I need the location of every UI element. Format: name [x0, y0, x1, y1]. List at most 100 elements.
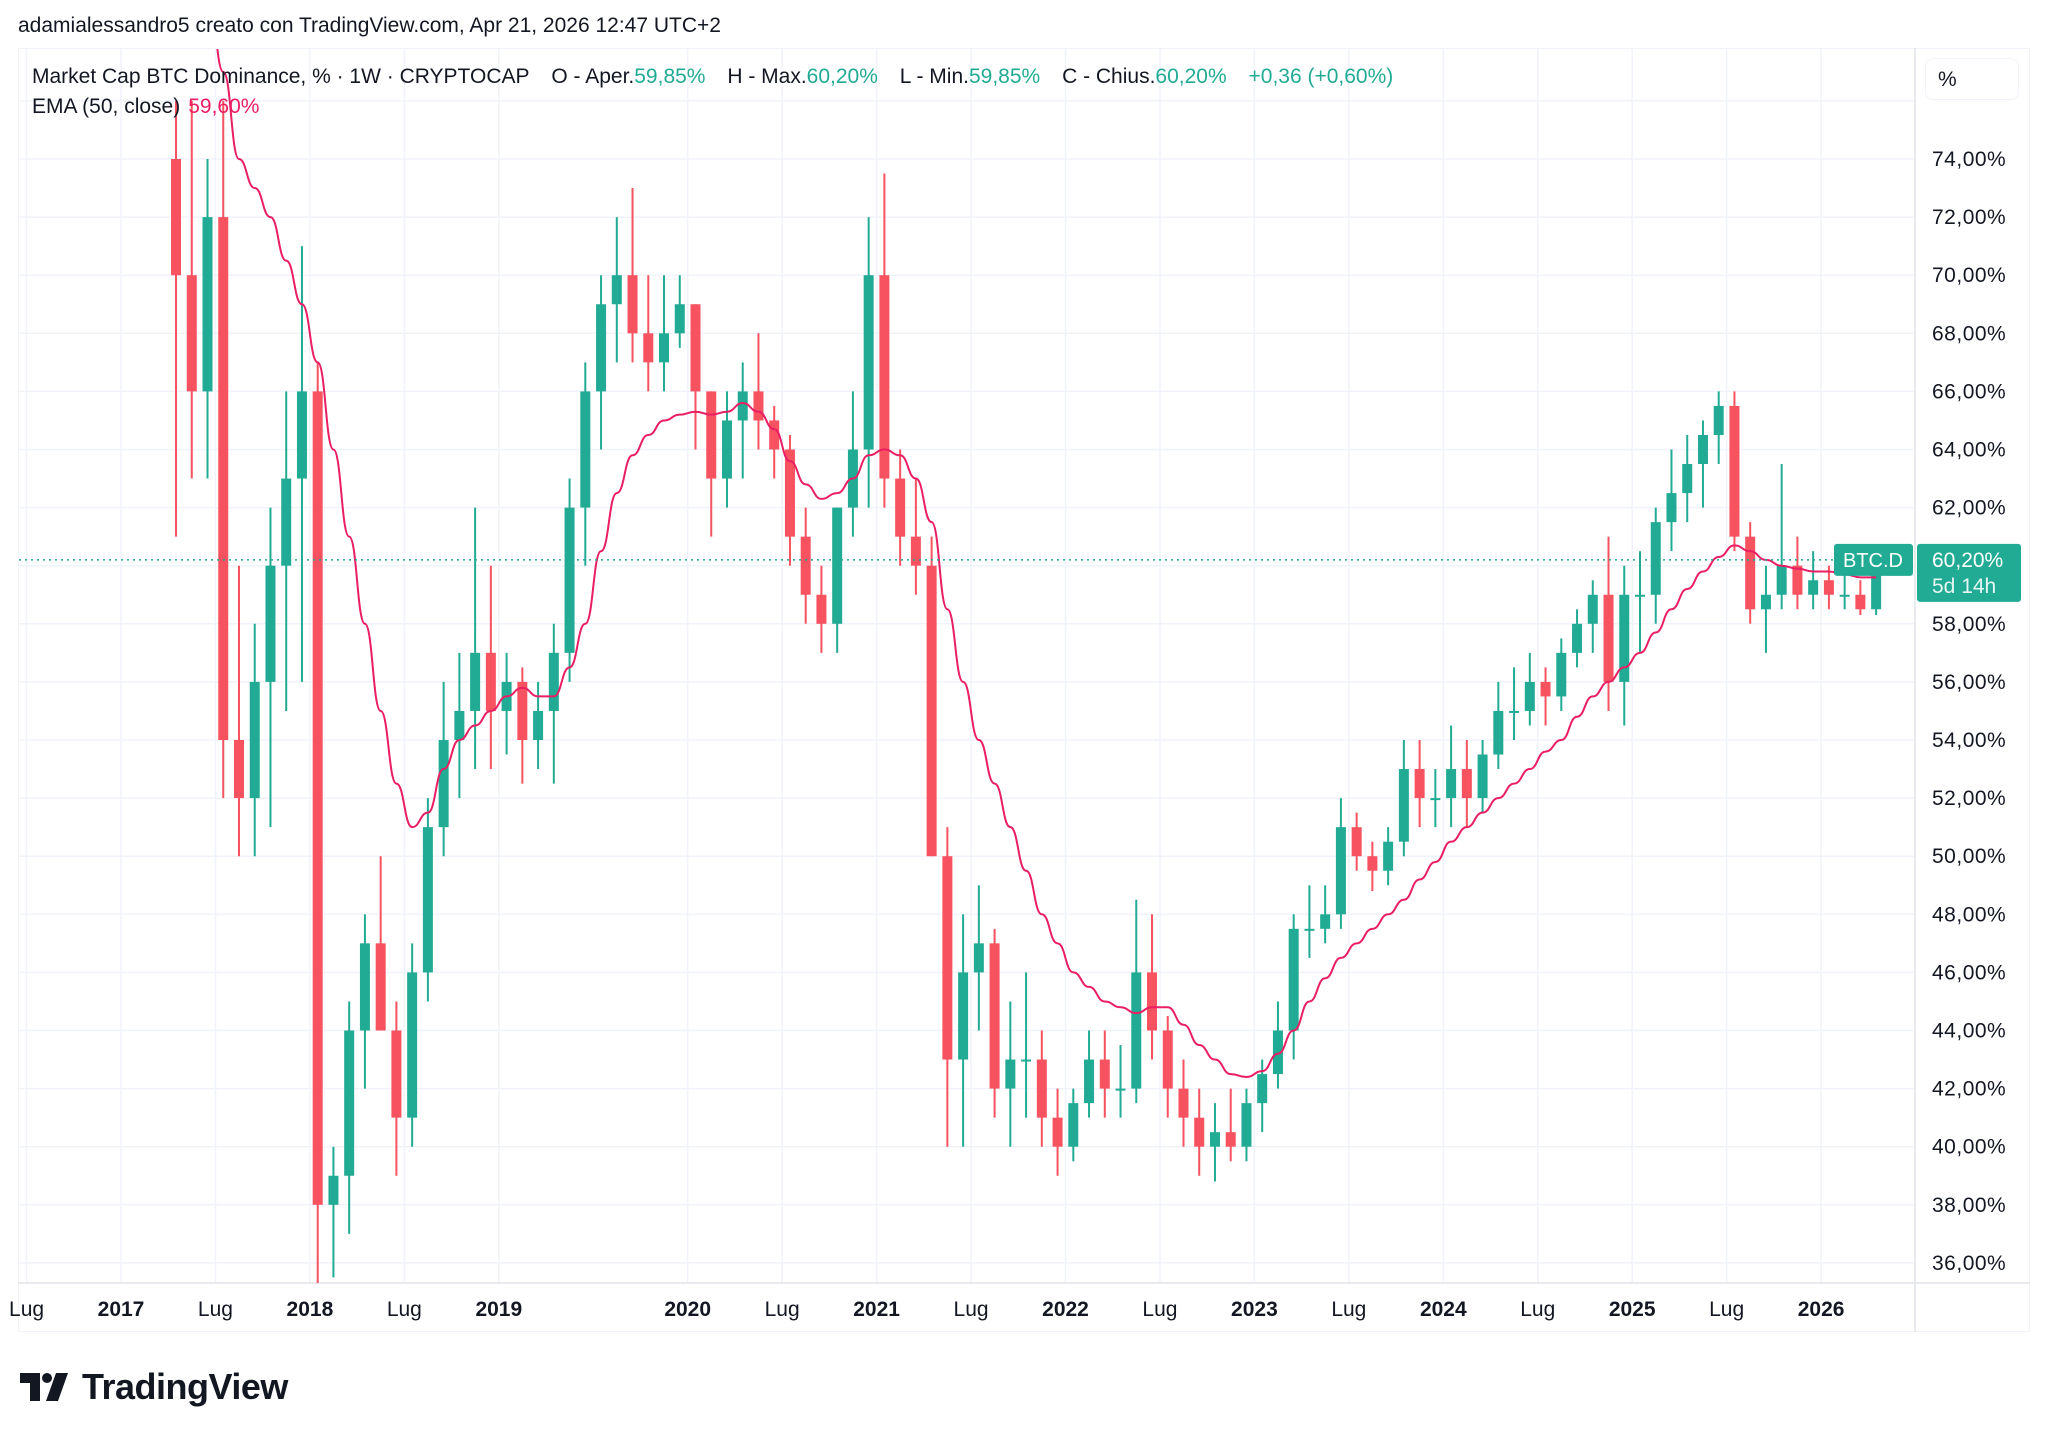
candle-body [312, 391, 323, 1205]
candle [1194, 1088, 1205, 1176]
candle [1745, 522, 1756, 624]
candle-body [643, 333, 654, 363]
candle [879, 173, 890, 508]
candles [171, 100, 1882, 1283]
candle-body [1383, 841, 1394, 871]
candle [847, 391, 858, 537]
candle [1320, 885, 1331, 944]
candle-body [1760, 594, 1771, 610]
candle [548, 623, 559, 784]
candle [344, 1001, 355, 1234]
candle [1697, 420, 1708, 508]
candle [470, 507, 481, 770]
close-value: 60,20% [1155, 65, 1227, 88]
candle-body [233, 740, 244, 799]
time-tick-label: 2022 [1042, 1298, 1089, 1321]
price-tick-label: 74,00% [1932, 148, 2006, 171]
candle [1288, 914, 1299, 1060]
price-tick-label: 36,00% [1932, 1252, 2006, 1275]
candle [910, 478, 921, 595]
candle [1635, 551, 1645, 653]
candle-body [564, 507, 575, 653]
ema-legend-row[interactable]: EMA (50, close) 59,60% [32, 92, 1393, 122]
symbol-title[interactable]: Market Cap BTC Dominance, % · 1W · CRYPT… [32, 65, 530, 88]
candle-body [1697, 434, 1708, 465]
candle [1540, 667, 1551, 726]
candle [942, 827, 953, 1147]
candle-body [202, 217, 213, 392]
candle [1572, 609, 1583, 668]
time-tick-label: Lug [954, 1298, 989, 1321]
candle-body [627, 275, 638, 334]
candle-body [989, 943, 1000, 1089]
candle-body [1241, 1103, 1252, 1147]
candle [1509, 667, 1520, 740]
ema-value: 59,60% [188, 95, 260, 118]
last-price-label: 60,20% 5d 14h [1917, 543, 2021, 602]
candle [1036, 1030, 1047, 1147]
price-tick-label: 52,00% [1932, 787, 2006, 810]
price-tick-label: 48,00% [1932, 903, 2006, 926]
candle [1713, 391, 1724, 465]
price-tick-label: 54,00% [1932, 729, 2006, 752]
candle [407, 943, 418, 1147]
chart-legend: Market Cap BTC Dominance, % · 1W · CRYPT… [32, 62, 1393, 122]
candle [1241, 1088, 1252, 1162]
candle [721, 391, 732, 508]
candle-body [958, 972, 969, 1060]
time-tick-label: 2017 [98, 1298, 145, 1321]
candle [1682, 434, 1693, 523]
candle-body [1036, 1059, 1047, 1118]
candle [1162, 1015, 1173, 1118]
candle-body [596, 304, 607, 392]
candle-body [1477, 754, 1488, 799]
candle-body [218, 217, 229, 741]
candle [517, 667, 528, 784]
candle [800, 507, 811, 624]
time-tick-label: Lug [9, 1298, 44, 1321]
candle [485, 565, 496, 770]
candle [596, 275, 607, 450]
candle [1792, 536, 1803, 610]
candle-body [1540, 681, 1551, 697]
candle [1068, 1088, 1079, 1162]
symbol-legend-row[interactable]: Market Cap BTC Dominance, % · 1W · CRYPT… [32, 62, 1393, 92]
price-axis[interactable]: 74,00% 72,00% 70,00% 68,00% 66,00% 64,00% 62,0… [1932, 148, 2006, 1275]
candle-body [690, 304, 701, 392]
candle-body [422, 827, 433, 973]
candle-body [1021, 1059, 1032, 1062]
candle-body [375, 943, 386, 1031]
candle [1823, 565, 1834, 610]
candle-body [296, 391, 307, 479]
candle [1209, 1103, 1220, 1182]
price-tick-label: 58,00% [1932, 613, 2006, 636]
ema-label[interactable]: EMA (50, close) [32, 95, 181, 118]
candle-body [1461, 769, 1472, 799]
candle-body [879, 275, 890, 479]
candle [1398, 740, 1409, 857]
candle-body [784, 449, 795, 537]
candle-body [1052, 1117, 1063, 1147]
candle-body [438, 740, 449, 828]
candle [627, 188, 638, 363]
candle-body [1288, 928, 1299, 1031]
candle-body [1320, 914, 1331, 929]
candle [312, 362, 323, 1283]
symbol-tag-text: BTC.D [1843, 550, 1903, 572]
tradingview-logo[interactable]: TradingView [20, 1366, 288, 1408]
candle-body [1367, 856, 1378, 871]
unit-toggle-button[interactable]: % [1925, 58, 2019, 100]
candle-body [517, 681, 528, 740]
time-tick-label: 2026 [1798, 1298, 1845, 1321]
time-axis[interactable]: Lug 2017 Lug 2018 Lug 2019 2020 Lug 2021 Lug 2022 L… [9, 1298, 1844, 1321]
candle [1383, 827, 1394, 886]
candle [1477, 740, 1488, 813]
candle [1272, 1001, 1283, 1089]
price-tick-label: 64,00% [1932, 439, 2006, 462]
candle-body [580, 391, 591, 508]
candle [1225, 1088, 1236, 1162]
candle [1446, 725, 1457, 828]
candle-body [1209, 1132, 1220, 1147]
price-tick-label: 42,00% [1932, 1078, 2006, 1101]
